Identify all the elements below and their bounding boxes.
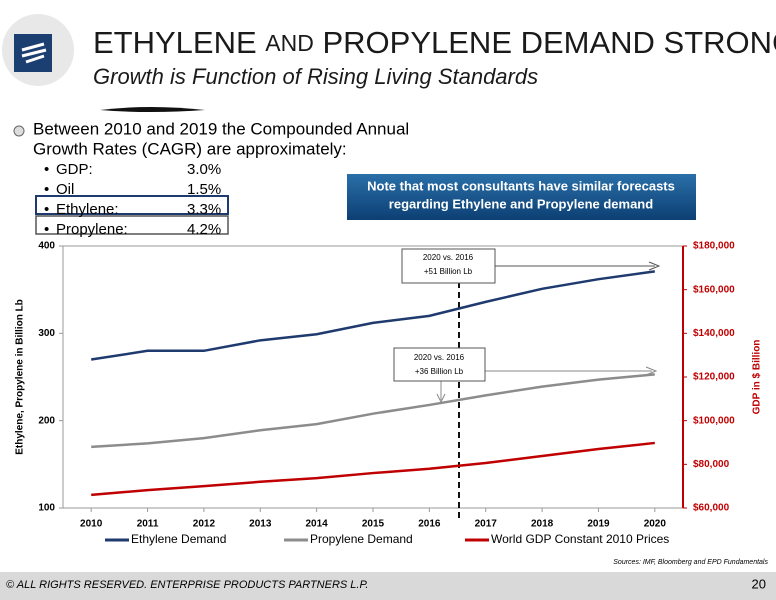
bullet-label: Propylene: [56, 221, 128, 238]
legend-label: Propylene Demand [310, 532, 413, 546]
bullet-label: GDP: [56, 161, 93, 178]
annotation-text: +36 Billion Lb [415, 367, 464, 376]
y2-tick-label: $120,000 [693, 372, 735, 383]
subtitle: Growth is Function of Rising Living Stan… [93, 64, 538, 89]
y2-tick-label: $80,000 [693, 459, 730, 470]
footer: © ALL RIGHTS RESERVED. ENTERPRISE PRODUC… [6, 579, 368, 591]
y2-tick-label: $60,000 [693, 503, 730, 514]
annotation-box [393, 347, 486, 382]
note-box [347, 174, 696, 220]
annotation-arrow [485, 366, 658, 376]
divider [100, 107, 205, 112]
series-line [91, 373, 655, 449]
note-text: regarding Ethylene and Propylene demand [389, 196, 653, 211]
bullet-value: 3.0% [187, 161, 221, 178]
x-tick-label: 2020 [644, 519, 667, 530]
bullet-value: 3.3% [187, 201, 221, 218]
y2-tick-label: $100,000 [693, 415, 735, 426]
bullet-text: Growth Rates (CAGR) are approximately: [33, 139, 347, 158]
bullet-label: Ethylene: [56, 201, 119, 218]
page-number: 20 [752, 576, 766, 591]
y-tick-label: 300 [38, 328, 55, 339]
title-part: ETHYLENE [93, 25, 257, 60]
legend-label: Ethylene Demand [131, 532, 226, 546]
annotation-text: 2020 vs. 2016 [414, 353, 465, 362]
x-tick-label: 2010 [80, 519, 103, 530]
bullet-value: 4.2% [187, 221, 221, 238]
bullet-dot: • [44, 161, 49, 178]
y-tick-label: 100 [38, 503, 55, 514]
bullet-dot: • [44, 181, 49, 198]
footer-bar [0, 572, 776, 600]
y2-axis-title: GDP in $ Billion [752, 340, 763, 415]
x-tick-label: 2018 [531, 519, 554, 530]
bullet-icon [13, 125, 25, 137]
logo-mark [21, 42, 47, 64]
x-tick-label: 2015 [362, 519, 385, 530]
annotation-text: 2020 vs. 2016 [423, 253, 474, 262]
title-part: PROPYLENE DEMAND STRONG [322, 25, 776, 60]
annotation-box [401, 248, 496, 284]
series-line [90, 270, 655, 361]
bullet-dot: • [44, 201, 49, 218]
bullet-label: Oil [56, 181, 74, 198]
title: ETHYLENE AND PROPYLENE DEMAND STRONG [93, 25, 776, 60]
bullet-value: 1.5% [187, 181, 221, 198]
y2-tick-label: $160,000 [693, 284, 735, 295]
x-tick-label: 2019 [587, 519, 610, 530]
sources: Sources: IMF, Bloomberg and EPD Fundamen… [613, 559, 768, 566]
legend-label: World GDP Constant 2010 Prices [491, 532, 669, 546]
highlight-box [35, 195, 229, 215]
x-tick-label: 2013 [249, 519, 272, 530]
x-tick-label: 2017 [475, 519, 498, 530]
annotation-text: +51 Billion Lb [424, 267, 473, 276]
note-text: Note that most consultants have similar … [367, 178, 675, 193]
series-line [91, 441, 655, 497]
y-axis-title: Ethylene, Propylene in Billion Lb [15, 299, 26, 455]
annotation-arrow [495, 261, 661, 271]
y-tick-label: 400 [38, 241, 55, 252]
x-tick-label: 2014 [306, 519, 329, 530]
bullet-dot: • [44, 221, 49, 238]
title-part: AND [265, 30, 314, 56]
x-tick-label: 2011 [137, 519, 159, 530]
y2-tick-label: $180,000 [693, 241, 735, 252]
annotation-arrow [436, 381, 446, 404]
x-tick-label: 2016 [418, 519, 441, 530]
plot-area [62, 245, 684, 509]
x-tick-label: 2012 [193, 519, 216, 530]
y-tick-label: 200 [38, 415, 55, 426]
highlight-box [35, 215, 229, 235]
y2-tick-label: $140,000 [693, 328, 735, 339]
bullet-text: Between 2010 and 2019 the Compounded Ann… [33, 119, 409, 138]
